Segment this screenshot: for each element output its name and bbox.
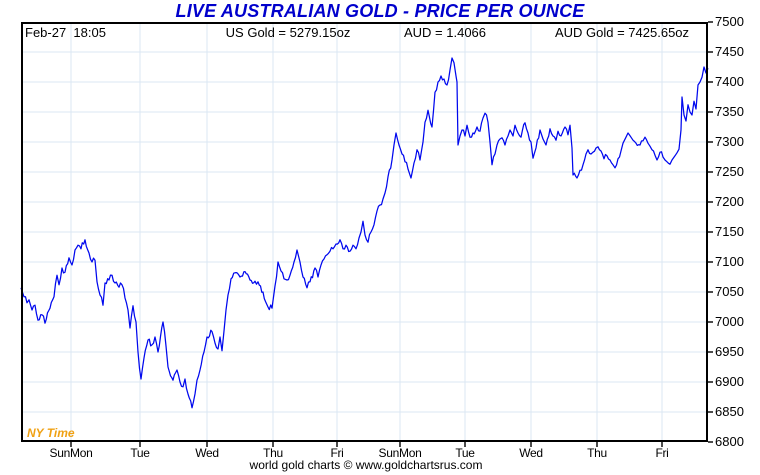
y-axis-label: 7350 [715,104,744,119]
y-axis-label: 7500 [715,14,744,29]
y-axis-label: 7200 [715,194,744,209]
aud-rate-quote: AUD = 1.4066 [403,25,487,40]
x-axis-label: SunMon [49,446,93,460]
x-axis-label: SunMon [378,446,422,460]
x-axis-label: Fri [655,446,669,460]
x-axis-label: Tue [130,446,150,460]
y-axis-label: 7100 [715,254,744,269]
x-axis-label: Wed [519,446,543,460]
timezone-label: NY Time [27,426,75,440]
y-axis-label: 6850 [715,404,744,419]
y-axis-label: 6950 [715,344,744,359]
x-axis-label: Wed [195,446,219,460]
y-axis-label: 6900 [715,374,744,389]
y-axis-label: 7000 [715,314,744,329]
credit-line: world gold charts © www.goldchartsrus.co… [249,458,483,472]
us-gold-quote: US Gold = 5279.15oz [225,25,351,40]
quote-datetime: Feb-27 18:05 [25,25,106,40]
y-axis-label: 7400 [715,74,744,89]
page-title: LIVE AUSTRALIAN GOLD - PRICE PER OUNCE [175,1,585,21]
y-axis-label: 7450 [715,44,744,59]
y-axis-label: 6800 [715,434,744,449]
x-axis-label: Fri [330,446,344,460]
x-axis-label: Thu [263,446,283,460]
x-axis-label: Tue [455,446,475,460]
y-axis-label: 7150 [715,224,744,239]
y-axis-label: 7300 [715,134,744,149]
aud-gold-quote: AUD Gold = 7425.65oz [554,25,690,40]
y-axis-label: 7250 [715,164,744,179]
x-axis-label: Thu [587,446,607,460]
y-axis-label: 7050 [715,284,744,299]
